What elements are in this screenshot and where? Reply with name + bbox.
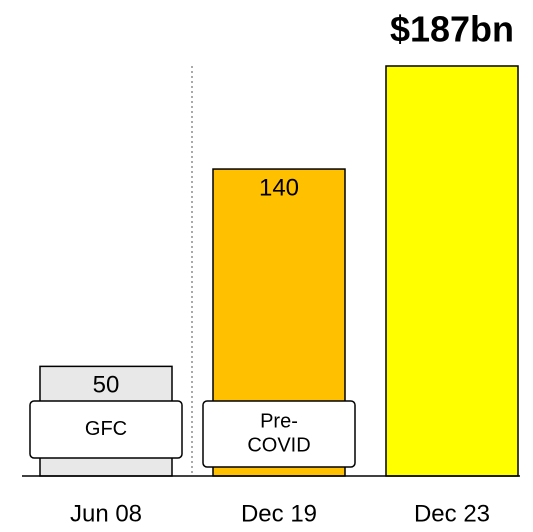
annotation-text: Pre- [260, 410, 298, 432]
x-tick-label: Dec 23 [414, 500, 490, 527]
value-label: $187bn [390, 9, 514, 50]
value-label: 50 [93, 372, 120, 399]
bar [385, 65, 519, 477]
annotation-text: GFC [85, 418, 127, 440]
annotation-box [202, 400, 356, 468]
value-label: 140 [259, 174, 299, 201]
annotation-text: COVID [247, 434, 310, 456]
annotation-box [29, 400, 183, 459]
x-tick-label: Dec 19 [241, 500, 317, 527]
x-tick-label: Jun 08 [70, 500, 142, 527]
